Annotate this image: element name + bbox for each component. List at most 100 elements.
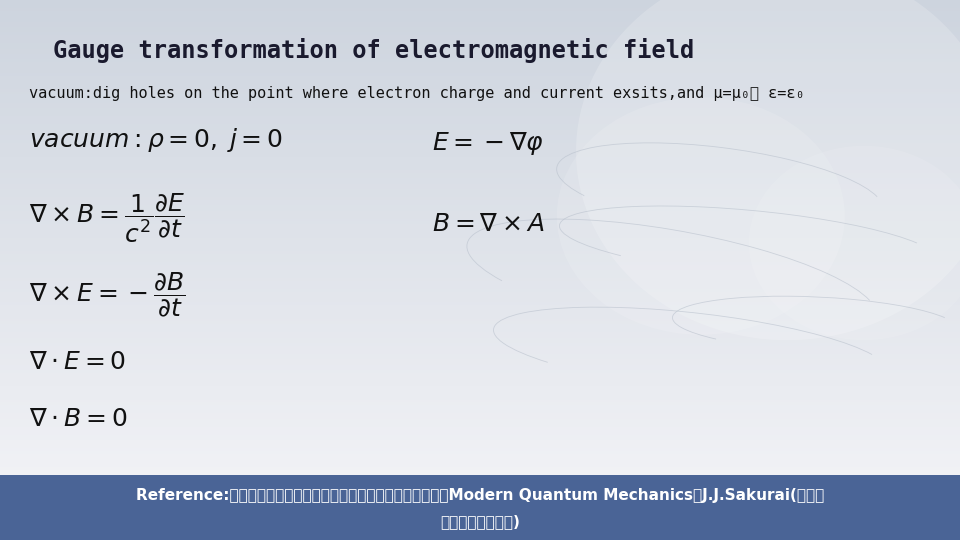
Bar xyxy=(0,526,960,529)
Bar xyxy=(0,278,960,281)
Bar xyxy=(0,119,960,122)
Bar xyxy=(0,464,960,467)
Text: $\nabla \cdot E = 0$: $\nabla \cdot E = 0$ xyxy=(29,350,126,374)
Bar xyxy=(0,227,960,229)
Bar xyxy=(0,30,960,32)
Bar xyxy=(0,475,960,540)
Bar xyxy=(0,127,960,130)
Text: $B = \nabla \times A$: $B = \nabla \times A$ xyxy=(432,212,544,236)
Bar xyxy=(0,462,960,464)
Bar xyxy=(0,286,960,289)
Bar xyxy=(0,86,960,89)
Bar xyxy=(0,386,960,389)
Bar xyxy=(0,478,960,481)
Bar xyxy=(0,518,960,521)
Bar xyxy=(0,335,960,338)
Bar xyxy=(0,11,960,14)
Bar xyxy=(0,513,960,516)
Bar xyxy=(0,367,960,370)
Bar xyxy=(0,424,960,427)
Bar xyxy=(0,8,960,11)
Bar xyxy=(0,238,960,240)
Bar xyxy=(0,359,960,362)
Bar xyxy=(0,516,960,518)
Bar xyxy=(0,305,960,308)
Bar xyxy=(0,230,960,232)
Bar xyxy=(0,235,960,238)
Bar xyxy=(0,148,960,151)
Bar xyxy=(0,332,960,335)
Bar xyxy=(0,16,960,19)
Bar xyxy=(0,51,960,54)
Text: $E = -\nabla\varphi$: $E = -\nabla\varphi$ xyxy=(432,130,544,157)
Bar xyxy=(0,491,960,494)
Bar xyxy=(0,200,960,202)
Bar xyxy=(0,76,960,78)
Bar xyxy=(0,135,960,138)
Bar xyxy=(0,202,960,205)
Bar xyxy=(0,116,960,119)
Bar xyxy=(0,521,960,524)
Bar xyxy=(0,59,960,62)
Bar xyxy=(0,68,960,70)
Bar xyxy=(0,181,960,184)
Bar xyxy=(0,49,960,51)
Bar xyxy=(0,281,960,284)
Bar xyxy=(0,43,960,46)
Bar xyxy=(0,273,960,275)
Bar xyxy=(0,329,960,332)
Bar xyxy=(0,392,960,394)
Bar xyxy=(0,84,960,86)
Bar xyxy=(0,270,960,273)
Bar xyxy=(0,275,960,278)
Bar xyxy=(0,3,960,5)
Bar xyxy=(0,362,960,364)
Bar xyxy=(0,178,960,181)
Bar xyxy=(0,389,960,392)
Bar xyxy=(0,524,960,526)
Bar xyxy=(0,27,960,30)
Bar xyxy=(0,432,960,435)
Bar xyxy=(0,437,960,440)
Bar xyxy=(0,100,960,103)
Bar xyxy=(0,221,960,224)
Bar xyxy=(0,405,960,408)
Bar xyxy=(0,54,960,57)
Bar xyxy=(0,435,960,437)
Bar xyxy=(0,219,960,221)
Bar xyxy=(0,130,960,132)
Bar xyxy=(0,122,960,124)
Bar xyxy=(0,446,960,448)
Bar xyxy=(0,383,960,386)
Text: $\nabla \times E = -\dfrac{\partial B}{\partial t}$: $\nabla \times E = -\dfrac{\partial B}{\… xyxy=(29,270,185,319)
Bar xyxy=(0,324,960,327)
Bar xyxy=(0,292,960,294)
Bar xyxy=(0,454,960,456)
Bar xyxy=(0,140,960,143)
Bar xyxy=(0,22,960,24)
Bar xyxy=(0,105,960,108)
Bar xyxy=(0,262,960,265)
Bar xyxy=(0,351,960,354)
Bar xyxy=(0,489,960,491)
Bar xyxy=(0,421,960,424)
Bar xyxy=(0,505,960,508)
Bar xyxy=(0,319,960,321)
Bar xyxy=(0,24,960,27)
Bar xyxy=(0,232,960,235)
Bar xyxy=(0,483,960,486)
Bar xyxy=(0,486,960,489)
Bar xyxy=(0,162,960,165)
Bar xyxy=(0,154,960,157)
Bar xyxy=(0,413,960,416)
Bar xyxy=(0,494,960,497)
Bar xyxy=(0,364,960,367)
Bar xyxy=(0,451,960,454)
Bar xyxy=(0,343,960,346)
Bar xyxy=(0,94,960,97)
Bar xyxy=(0,240,960,243)
Ellipse shape xyxy=(749,146,960,340)
Bar xyxy=(0,194,960,197)
Bar xyxy=(0,157,960,159)
Bar xyxy=(0,378,960,381)
